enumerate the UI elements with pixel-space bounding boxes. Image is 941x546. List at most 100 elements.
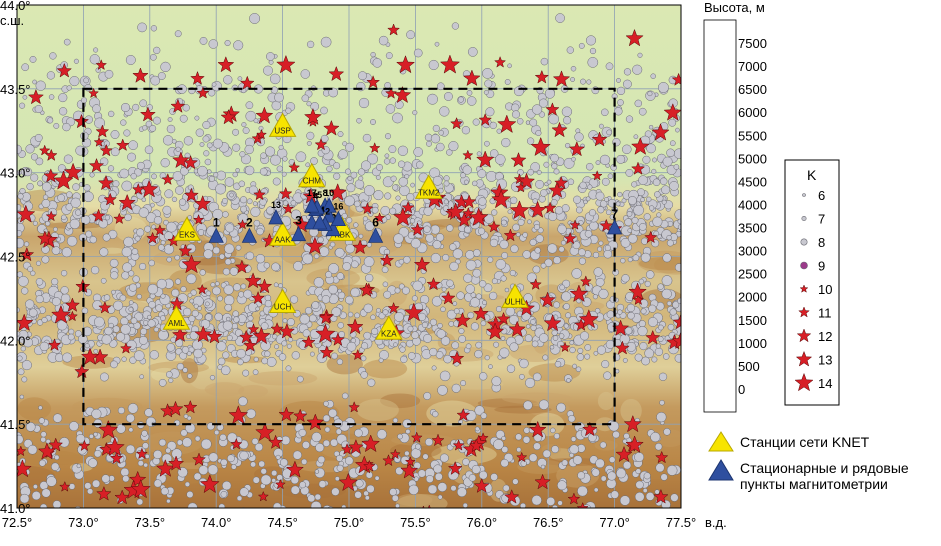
- earthquake-circle: [437, 494, 443, 500]
- earthquake-circle: [581, 297, 592, 307]
- earthquake-circle: [577, 485, 588, 497]
- magnitude-legend-box: [784, 159, 840, 406]
- earthquake-circle: [519, 358, 529, 369]
- earthquake-circle: [125, 55, 136, 65]
- earthquake-circle: [32, 79, 37, 85]
- earthquake-circle: [198, 465, 209, 475]
- earthquake-circle: [600, 200, 608, 208]
- earthquake-circle: [616, 86, 626, 96]
- earthquake-circle: [240, 283, 247, 290]
- earthquake-star: [194, 194, 212, 212]
- earthquake-circle: [222, 480, 232, 491]
- earthquake-circle: [569, 444, 580, 455]
- earthquake-circle: [334, 247, 345, 258]
- earthquake-circle: [500, 458, 509, 468]
- earthquake-circle: [552, 335, 559, 341]
- earthquake-circle: [253, 219, 261, 227]
- earthquake-circle: [148, 300, 156, 309]
- earthquake-circle: [60, 270, 68, 277]
- earthquake-circle: [605, 62, 614, 71]
- earthquake-circle: [537, 227, 544, 234]
- earthquake-circle: [532, 265, 541, 274]
- earthquake-star: [56, 62, 73, 78]
- earthquake-circle: [266, 52, 275, 61]
- earthquake-circle: [551, 163, 558, 170]
- earthquake-circle: [238, 291, 245, 298]
- earthquake-circle: [563, 116, 572, 125]
- earthquake-circle: [467, 311, 475, 319]
- earthquake-circle: [527, 168, 534, 176]
- earthquake-circle: [223, 284, 234, 295]
- earthquake-circle: [563, 303, 570, 310]
- earthquake-star: [47, 338, 62, 351]
- earthquake-circle: [41, 488, 51, 498]
- earthquake-star: [330, 332, 345, 346]
- magnetometry-points: 1234567891011121314151617: [208, 188, 623, 243]
- earthquake-circle: [657, 283, 664, 290]
- earthquake-circle: [624, 326, 633, 335]
- earthquake-circle: [224, 295, 235, 306]
- earthquake-circle: [463, 179, 469, 185]
- earthquake-circle: [128, 427, 134, 433]
- earthquake-circle: [432, 240, 442, 250]
- earthquake-circle: [128, 270, 135, 277]
- earthquake-star: [528, 200, 547, 218]
- earthquake-circle: [299, 481, 307, 489]
- earthquake-circle: [39, 503, 48, 508]
- earthquake-star: [427, 504, 431, 508]
- earthquake-star: [328, 65, 345, 82]
- earthquake-circle: [563, 323, 569, 329]
- earthquake-circle: [174, 30, 182, 38]
- earthquake-circle: [310, 157, 318, 165]
- earthquake-circle: [306, 40, 315, 49]
- earthquake-circle: [102, 233, 111, 242]
- earthquake-circle: [413, 48, 423, 58]
- earthquake-circle: [474, 426, 480, 432]
- earthquake-circle: [378, 357, 384, 363]
- earthquake-circle: [617, 309, 623, 315]
- earthquake-circle: [360, 160, 372, 171]
- earthquake-circle: [162, 135, 174, 146]
- earthquake-circle: [175, 186, 184, 195]
- earthquake-circle: [282, 318, 288, 324]
- earthquake-star: [625, 435, 644, 453]
- earthquake-circle: [493, 439, 504, 450]
- earthquake-circle: [430, 253, 441, 264]
- earthquake-circle: [179, 114, 188, 123]
- earthquake-circle: [224, 303, 232, 312]
- earthquake-circle: [197, 229, 205, 236]
- earthquake-circle: [266, 206, 275, 215]
- earthquake-circle: [353, 222, 359, 228]
- earthquake-circle: [462, 165, 472, 175]
- earthquake-circle: [535, 179, 545, 189]
- earthquake-circle: [103, 294, 111, 301]
- earthquake-star: [139, 179, 159, 198]
- earthquake-circle: [627, 311, 635, 320]
- earthquake-circle: [219, 253, 225, 260]
- earthquake-circle: [484, 79, 493, 88]
- earthquake-circle: [501, 435, 507, 441]
- earthquake-star: [452, 439, 465, 451]
- magnetometry-point-label: 17: [307, 188, 317, 198]
- earthquake-circle: [608, 420, 620, 432]
- earthquake-circle: [350, 171, 358, 179]
- earthquake-circle: [32, 220, 38, 226]
- magnetometry-point-label: 16: [333, 202, 343, 212]
- earthquake-circle: [208, 175, 215, 182]
- earthquake-circle: [407, 352, 416, 360]
- earthquake-circle: [642, 155, 651, 164]
- earthquake-star: [64, 297, 81, 312]
- earthquake-circle: [75, 434, 86, 444]
- earthquake-star: [614, 340, 630, 355]
- earthquake-circle: [183, 413, 189, 419]
- earthquake-circle: [380, 205, 390, 216]
- earthquake-circle: [52, 413, 63, 423]
- earthquake-circle: [502, 484, 510, 492]
- earthquake-circle: [360, 371, 368, 379]
- earthquake-star: [530, 136, 551, 157]
- earthquake-circle: [84, 343, 90, 349]
- earthquake-circle: [643, 213, 651, 221]
- earthquake-circle: [393, 342, 398, 348]
- earthquake-circle: [491, 376, 502, 387]
- earthquake-circle: [647, 317, 658, 327]
